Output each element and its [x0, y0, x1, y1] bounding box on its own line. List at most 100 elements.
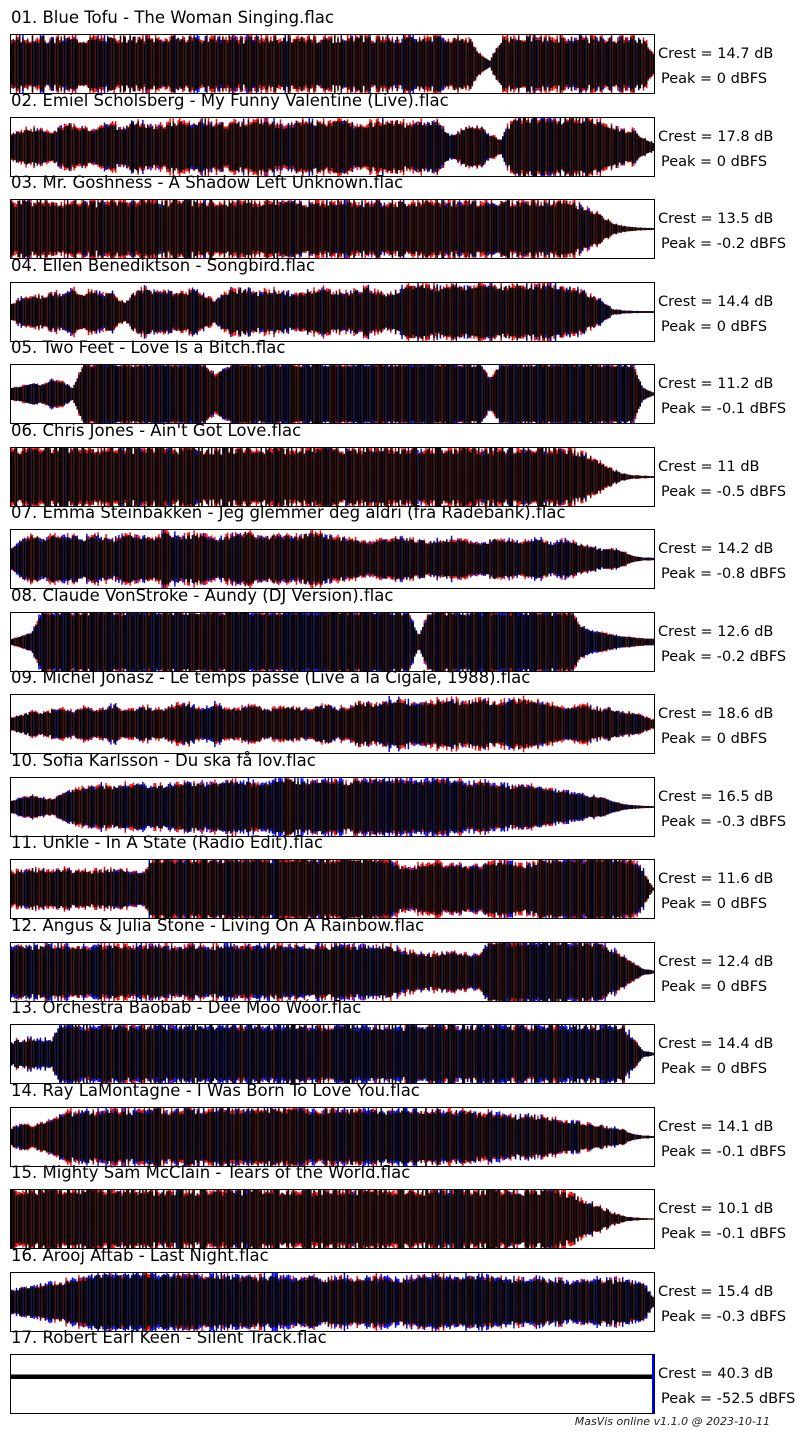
- waveform-sample-bar: [546, 365, 549, 423]
- waveform-sample-bar: [82, 447, 85, 506]
- waveform-sample-bar: [623, 473, 626, 480]
- waveform-sample-bar: [334, 294, 336, 329]
- waveform-sample-bar: [201, 203, 203, 255]
- waveform-sample-bar: [463, 204, 466, 254]
- waveform-sample-bar: [142, 366, 144, 422]
- waveform-sample-bar: [470, 365, 472, 423]
- waveform-sample-bar: [188, 36, 190, 92]
- waveform-sample-bar: [436, 447, 438, 506]
- waveform-sample-bar: [385, 365, 387, 423]
- waveform-sample-bar: [55, 132, 58, 161]
- waveform-sample-bar: [86, 127, 88, 166]
- waveform-sample-bar: [447, 133, 450, 160]
- waveform-sample-bar: [522, 42, 525, 86]
- waveform-sample-bar: [177, 37, 179, 91]
- waveform-sample-bar: [614, 129, 616, 164]
- waveform-sample-bar: [369, 36, 371, 92]
- waveform-sample-bar: [433, 121, 435, 172]
- waveform-sample-bar: [270, 292, 272, 331]
- waveform-sample-bar: [393, 43, 395, 85]
- waveform-sample-bar: [578, 293, 581, 330]
- waveform-sample-bar: [551, 121, 554, 172]
- waveform-sample-bar: [366, 287, 368, 336]
- waveform-sample-bar: [193, 200, 195, 258]
- waveform-sample-bar: [638, 38, 640, 90]
- waveform-sample-bar: [236, 40, 238, 88]
- waveform-sample-bar: [450, 365, 453, 423]
- waveform-sample-bar: [162, 43, 165, 85]
- waveform-sample-bar: [311, 42, 314, 86]
- waveform-sample-bar: [377, 120, 379, 173]
- waveform-sample-bar: [518, 118, 520, 175]
- waveform-sample-bar: [143, 287, 146, 336]
- waveform-sample-bar: [564, 365, 566, 423]
- waveform-sample-bar: [15, 447, 18, 506]
- waveform-sample-bar: [234, 40, 237, 88]
- waveform-sample-bar: [442, 42, 445, 86]
- waveform-sample-bar: [377, 365, 379, 423]
- waveform-sample-bar: [241, 37, 243, 91]
- waveform-sample-bar: [271, 452, 274, 501]
- waveform-sample-bar: [172, 295, 174, 328]
- waveform-sample-bar: [190, 126, 192, 167]
- waveform-sample-bar: [353, 42, 355, 86]
- waveform-sample-bar: [174, 449, 176, 504]
- waveform-sample-bar: [182, 292, 184, 331]
- waveform-sample-bar: [420, 121, 422, 172]
- waveform-sample-bar: [289, 365, 291, 423]
- waveform-sample-bar: [647, 140, 650, 153]
- waveform-sample-bar: [250, 37, 253, 91]
- waveform-sample-bar: [46, 539, 48, 579]
- waveform-sample-bar: [561, 450, 563, 503]
- waveform-sample-bar: [442, 453, 445, 500]
- peak-level-label: Peak = -0.1 dBFS: [661, 401, 787, 417]
- waveform-sample-bar: [609, 221, 611, 237]
- waveform-sample-bar: [342, 453, 344, 500]
- waveform-sample-bar: [27, 385, 29, 403]
- waveform-sample-bar: [25, 296, 27, 327]
- waveform-sample-bar: [50, 380, 53, 408]
- waveform-sample-bar: [513, 287, 515, 336]
- waveform-sample-bar: [314, 126, 317, 167]
- waveform-sample-bar: [495, 288, 498, 335]
- waveform-sample-bar: [78, 450, 80, 503]
- waveform-sample-bar: [330, 125, 333, 168]
- waveform-sample-bar: [620, 36, 622, 92]
- waveform-sample-bar: [206, 36, 208, 92]
- waveform-sample-bar: [356, 365, 358, 423]
- waveform-sample-bar: [100, 539, 103, 579]
- waveform-sample-bar: [226, 369, 229, 419]
- waveform-sample-bar: [406, 287, 408, 336]
- waveform-sample-bar: [338, 365, 341, 423]
- waveform-sample-bar: [106, 293, 109, 330]
- waveform-sample-bar: [137, 290, 139, 333]
- waveform-sample-bar: [513, 453, 515, 500]
- waveform-sample-bar: [258, 292, 261, 331]
- waveform-sample-bar: [362, 365, 365, 423]
- waveform-sample-bar: [482, 128, 485, 165]
- waveform-sample-bar: [538, 40, 541, 88]
- waveform-sample-bar: [457, 132, 459, 161]
- waveform-sample-bar: [44, 200, 47, 258]
- waveform-sample-bar: [569, 365, 571, 423]
- waveform-sample-bar: [71, 204, 74, 254]
- waveform-sample-bar: [215, 205, 218, 253]
- waveform-sample-bar: [610, 222, 613, 236]
- waveform-sample-bar: [70, 204, 72, 254]
- waveform-sample-bar: [249, 289, 251, 334]
- waveform-sample-bar: [65, 447, 67, 506]
- waveform-sample-bar: [215, 447, 218, 506]
- waveform-sample-bar: [28, 130, 31, 163]
- waveform-sample-bar: [71, 290, 74, 333]
- waveform-sample-bar: [191, 365, 194, 423]
- waveform-sample-bar: [415, 447, 418, 506]
- waveform-sample-bar: [390, 447, 392, 506]
- waveform-sample-bar: [486, 373, 488, 415]
- waveform-sample-bar: [246, 447, 248, 506]
- waveform-sample-bar: [642, 310, 645, 313]
- waveform-sample-bar: [282, 366, 285, 422]
- waveform-sample-bar: [412, 37, 414, 91]
- waveform-sample-bar: [351, 38, 354, 90]
- waveform-sample-bar: [356, 126, 358, 167]
- waveform-sample-bar: [438, 365, 440, 423]
